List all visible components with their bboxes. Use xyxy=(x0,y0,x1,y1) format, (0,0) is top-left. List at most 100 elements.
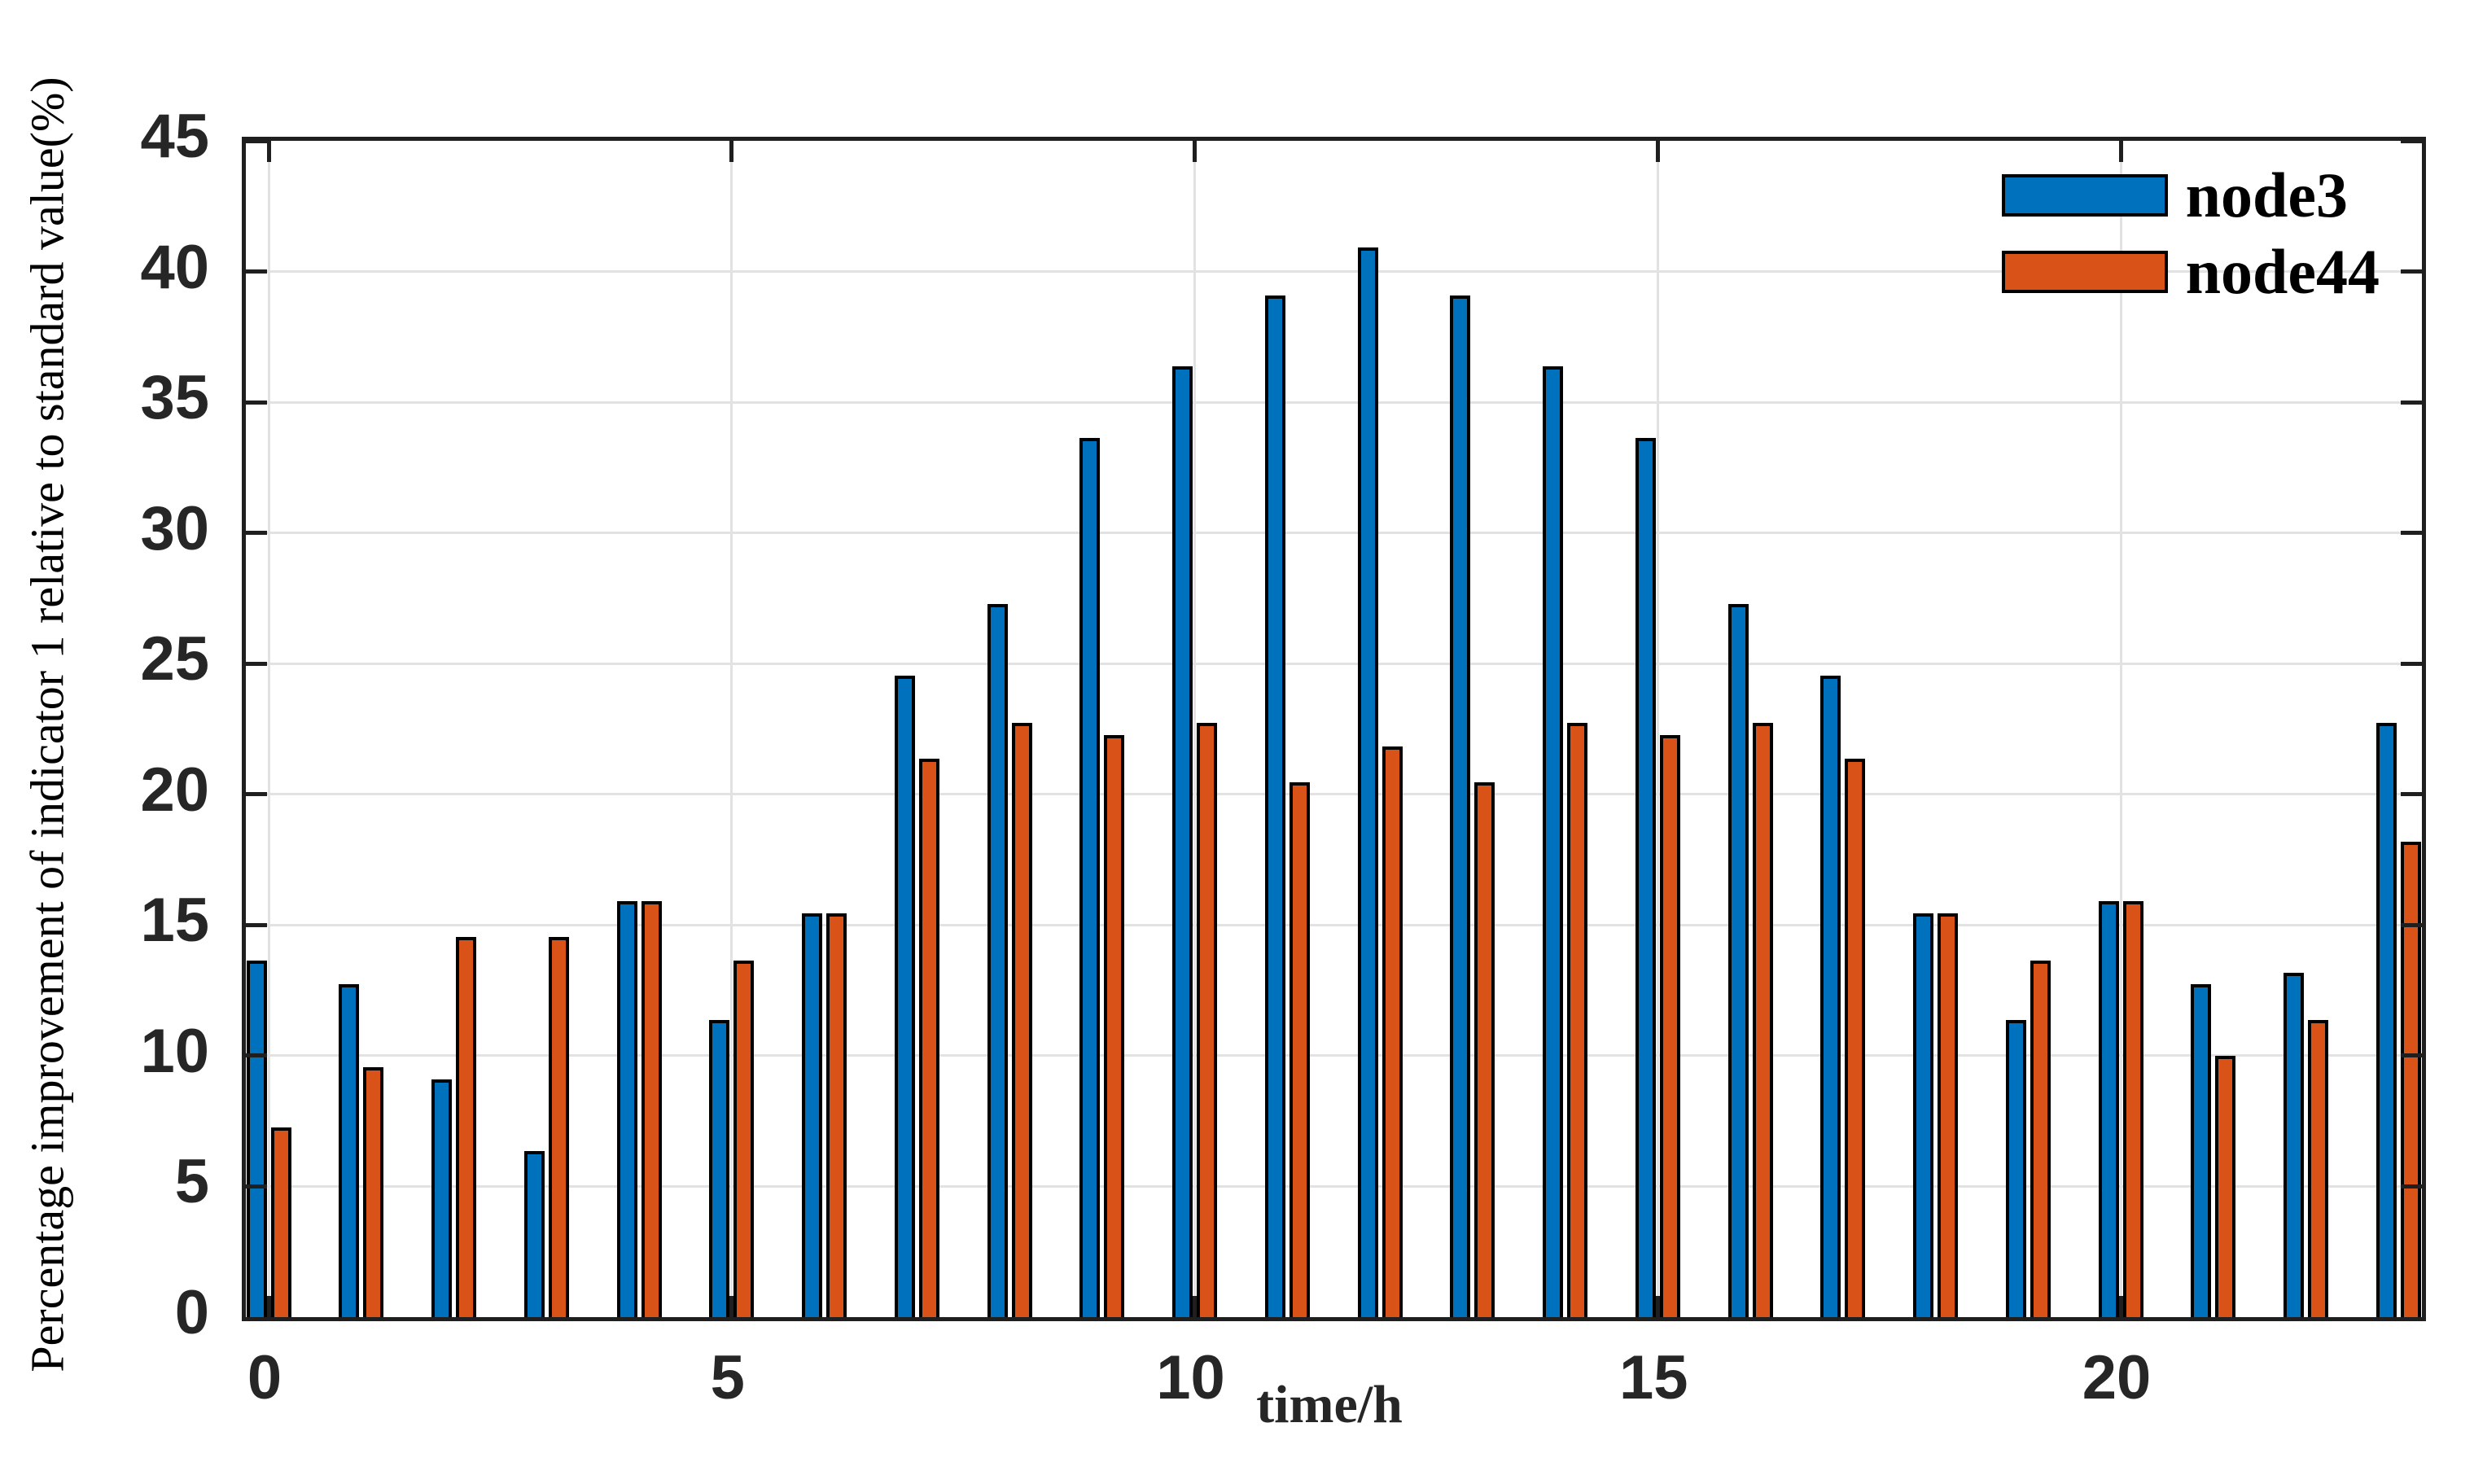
bar-node44-h6 xyxy=(826,913,847,1317)
x-axis-label: time/h xyxy=(1256,1375,1403,1434)
y-tick-right xyxy=(2401,1184,2422,1189)
y-gridline xyxy=(246,532,2422,535)
y-gridline xyxy=(246,793,2422,796)
y-tick-right xyxy=(2401,400,2422,405)
bar-node44-h10 xyxy=(1197,723,1217,1317)
bar-node3-h3 xyxy=(523,1150,545,1317)
bar-node3-h4 xyxy=(616,901,637,1317)
bar-node44-h9 xyxy=(1104,734,1125,1317)
y-gridline xyxy=(246,1184,2422,1188)
x-gridline xyxy=(267,141,270,1317)
y-tick-right xyxy=(2401,138,2422,143)
bar-node44-h14 xyxy=(1567,723,1587,1317)
bar-node44-h2 xyxy=(456,936,476,1317)
y-tick-left xyxy=(246,138,267,143)
bar-node3-h7 xyxy=(894,675,915,1317)
bar-node3-h11 xyxy=(1264,295,1285,1317)
x-tick-top xyxy=(1193,141,1197,162)
x-gridline xyxy=(730,141,733,1317)
y-tick-left xyxy=(246,922,267,927)
y-gridline xyxy=(246,270,2422,274)
y-tick-label: 5 xyxy=(174,1147,209,1217)
y-tick-right xyxy=(2401,792,2422,797)
legend: node3 node44 xyxy=(2001,160,2380,307)
x-tick-bottom xyxy=(266,1296,271,1317)
bar-node44-h15 xyxy=(1659,734,1680,1317)
bar-node3-h9 xyxy=(1079,437,1101,1317)
y-tick-right xyxy=(2401,1053,2422,1058)
y-tick-right xyxy=(2401,922,2422,927)
bar-node44-h1 xyxy=(363,1067,384,1317)
y-tick-label: 25 xyxy=(140,624,209,694)
x-tick-bottom xyxy=(1655,1296,1660,1317)
y-tick-label: 40 xyxy=(140,232,209,302)
legend-label-node44: node44 xyxy=(2185,236,2380,307)
bar-node44-h19 xyxy=(2030,961,2051,1317)
y-tick-label: 15 xyxy=(140,886,209,956)
bar-node44-h22 xyxy=(2308,1020,2328,1317)
bar-node44-h17 xyxy=(1845,759,1866,1317)
y-tick-label: 30 xyxy=(140,493,209,563)
bar-node44-h21 xyxy=(2215,1055,2236,1317)
bar-node44-h12 xyxy=(1381,746,1403,1317)
bar-node44-h18 xyxy=(1938,913,1958,1317)
y-tick-left xyxy=(246,400,267,405)
y-tick-left xyxy=(246,1053,267,1058)
x-tick-label: 0 xyxy=(247,1343,282,1412)
x-tick-top xyxy=(729,141,734,162)
bar-node3-h20 xyxy=(2098,901,2119,1317)
y-gridline xyxy=(246,401,2422,404)
y-tick-left xyxy=(246,1184,267,1189)
bar-node44-h0 xyxy=(270,1127,291,1317)
x-tick-bottom xyxy=(1193,1296,1197,1317)
bar-node3-h1 xyxy=(339,984,360,1317)
bar-node3-h21 xyxy=(2191,984,2212,1317)
bar-node44-h4 xyxy=(641,901,662,1317)
legend-swatch-node44 xyxy=(2001,251,2168,293)
y-gridline xyxy=(246,662,2422,665)
bar-node3-h10 xyxy=(1172,366,1193,1317)
bar-node3-h18 xyxy=(1913,913,1933,1317)
y-tick-label: 35 xyxy=(140,363,209,433)
bar-node3-h8 xyxy=(987,604,1008,1317)
bar-node3-h23 xyxy=(2375,723,2397,1317)
x-tick-top xyxy=(1655,141,1660,162)
y-tick-left xyxy=(246,661,267,666)
bar-node3-h2 xyxy=(431,1079,452,1317)
bar-node3-h13 xyxy=(1450,295,1471,1317)
bar-node44-h13 xyxy=(1474,782,1495,1317)
bar-node3-h16 xyxy=(1727,604,1749,1317)
bar-node3-h6 xyxy=(802,913,822,1317)
y-gridline xyxy=(246,1054,2422,1057)
y-tick-label: 20 xyxy=(140,755,209,825)
y-tick-left xyxy=(246,531,267,536)
x-tick-top xyxy=(266,141,271,162)
x-tick-bottom xyxy=(729,1296,734,1317)
y-tick-label: 10 xyxy=(140,1016,209,1086)
bar-node3-h19 xyxy=(2005,1020,2026,1317)
x-tick-bottom xyxy=(2118,1296,2123,1317)
x-tick-top xyxy=(2118,141,2123,162)
x-tick-label: 5 xyxy=(710,1343,745,1412)
y-tick-left xyxy=(246,792,267,797)
y-gridline xyxy=(246,923,2422,926)
bar-node3-h0 xyxy=(246,961,267,1317)
bar-node44-h20 xyxy=(2122,901,2143,1317)
bar-node44-h8 xyxy=(1011,723,1032,1317)
bar-node3-h5 xyxy=(709,1020,730,1317)
legend-label-node3: node3 xyxy=(2185,160,2348,230)
bar-node3-h14 xyxy=(1543,366,1563,1317)
legend-entry-node3: node3 xyxy=(2001,160,2380,230)
y-tick-right xyxy=(2401,661,2422,666)
x-tick-label: 15 xyxy=(1618,1343,1688,1412)
x-gridline xyxy=(1193,141,1196,1317)
x-tick-label: 20 xyxy=(2082,1343,2152,1412)
bar-node44-h16 xyxy=(1752,723,1773,1317)
y-tick-right xyxy=(2401,531,2422,536)
y-tick-label: 45 xyxy=(140,102,209,171)
y-tick-label: 0 xyxy=(174,1278,209,1347)
bar-node3-h12 xyxy=(1357,247,1378,1317)
y-tick-right xyxy=(2401,269,2422,274)
legend-swatch-node3 xyxy=(2001,174,2168,217)
